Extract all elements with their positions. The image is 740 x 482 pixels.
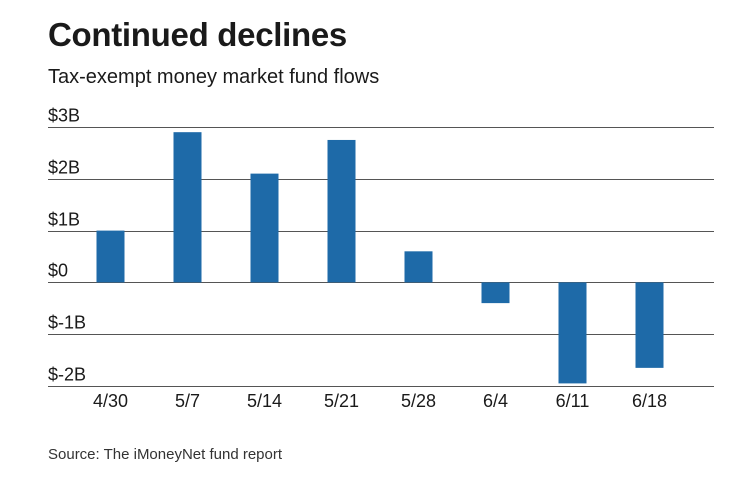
x-axis-labels: 4/30 5/7 5/14 5/21 5/28 6/4 6/11 6/18 (93, 391, 667, 411)
bar-6-11 (558, 282, 587, 384)
y-tick-label: $2B (48, 158, 80, 178)
x-tick-label: 4/30 (93, 391, 128, 411)
y-axis-labels: $3B $2B $1B $0 $-1B $-2B (48, 106, 86, 385)
bar-4-30 (96, 230, 125, 283)
chart-subtitle: Tax-exempt money market fund flows (48, 66, 380, 88)
y-tick-label: $1B (48, 210, 80, 230)
bar-6-4 (481, 282, 510, 304)
x-tick-label: 6/4 (483, 391, 508, 411)
bar-5-28 (404, 251, 433, 283)
source-note: Source: The iMoneyNet fund report (48, 446, 283, 463)
x-tick-label: 5/21 (324, 391, 359, 411)
bar-5-21 (327, 139, 356, 283)
y-tick-label: $-2B (48, 365, 86, 385)
bar-5-14 (250, 173, 279, 283)
bar-5-7 (173, 132, 202, 283)
y-tick-label: $-1B (48, 313, 86, 333)
x-tick-label: 5/28 (401, 391, 436, 411)
y-tick-label: $3B (48, 106, 80, 126)
y-tick-label: $0 (48, 261, 68, 281)
x-tick-label: 6/18 (632, 391, 667, 411)
chart-title: Continued declines (48, 16, 347, 53)
x-tick-label: 5/14 (247, 391, 282, 411)
x-tick-label: 5/7 (175, 391, 200, 411)
bar-layer (96, 132, 664, 384)
grid-layer (48, 127, 714, 387)
x-tick-label: 6/11 (556, 391, 590, 411)
bar-6-18 (635, 282, 664, 368)
